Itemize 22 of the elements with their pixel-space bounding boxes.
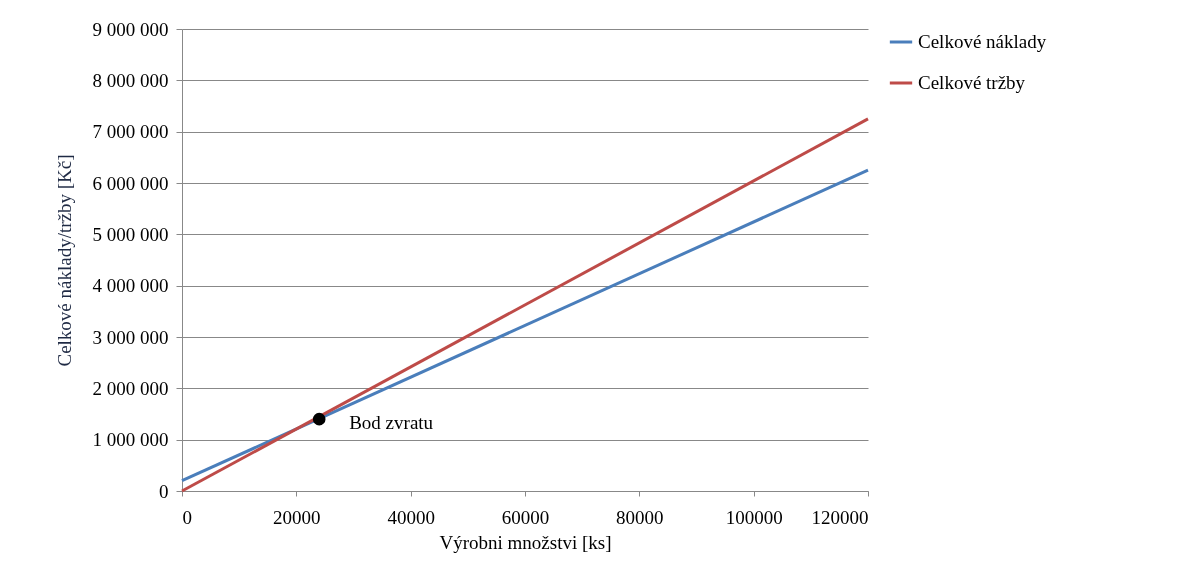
y-tick-label: 5 000 000	[92, 223, 169, 245]
x-tick-label: 120000	[811, 506, 869, 528]
x-tick-label: 20000	[273, 506, 321, 528]
y-tick-label: 1 000 000	[92, 429, 169, 451]
y-tick-label: 6 000 000	[92, 172, 169, 194]
annotation: Bod zvratu	[349, 412, 434, 434]
x-tick-label: 0	[182, 506, 192, 528]
y-tick-label: 9 000 000	[92, 18, 169, 40]
y-tick-label: 0	[159, 480, 169, 502]
legend-label: Celkové náklady	[918, 31, 1047, 52]
x-tick-label: 100000	[725, 506, 783, 528]
x-tick-label: 40000	[387, 506, 435, 528]
x-tick-label: 80000	[616, 506, 664, 528]
y-tick-label: 8 000 000	[92, 69, 169, 91]
y-tick-label: 4 000 000	[92, 275, 169, 297]
y-tick-label: 7 000 000	[92, 121, 169, 143]
legend-label: Celkové tržby	[918, 72, 1026, 93]
y-axis-title: Celkové náklady/tržby [Kč]	[53, 154, 75, 367]
y-tick-label: 2 000 000	[92, 377, 169, 399]
x-tick-label: 60000	[501, 506, 550, 528]
x-axis-title: Výrobni množstvi [ks]	[439, 531, 612, 553]
y-tick-label: 3 000 000	[92, 326, 169, 348]
